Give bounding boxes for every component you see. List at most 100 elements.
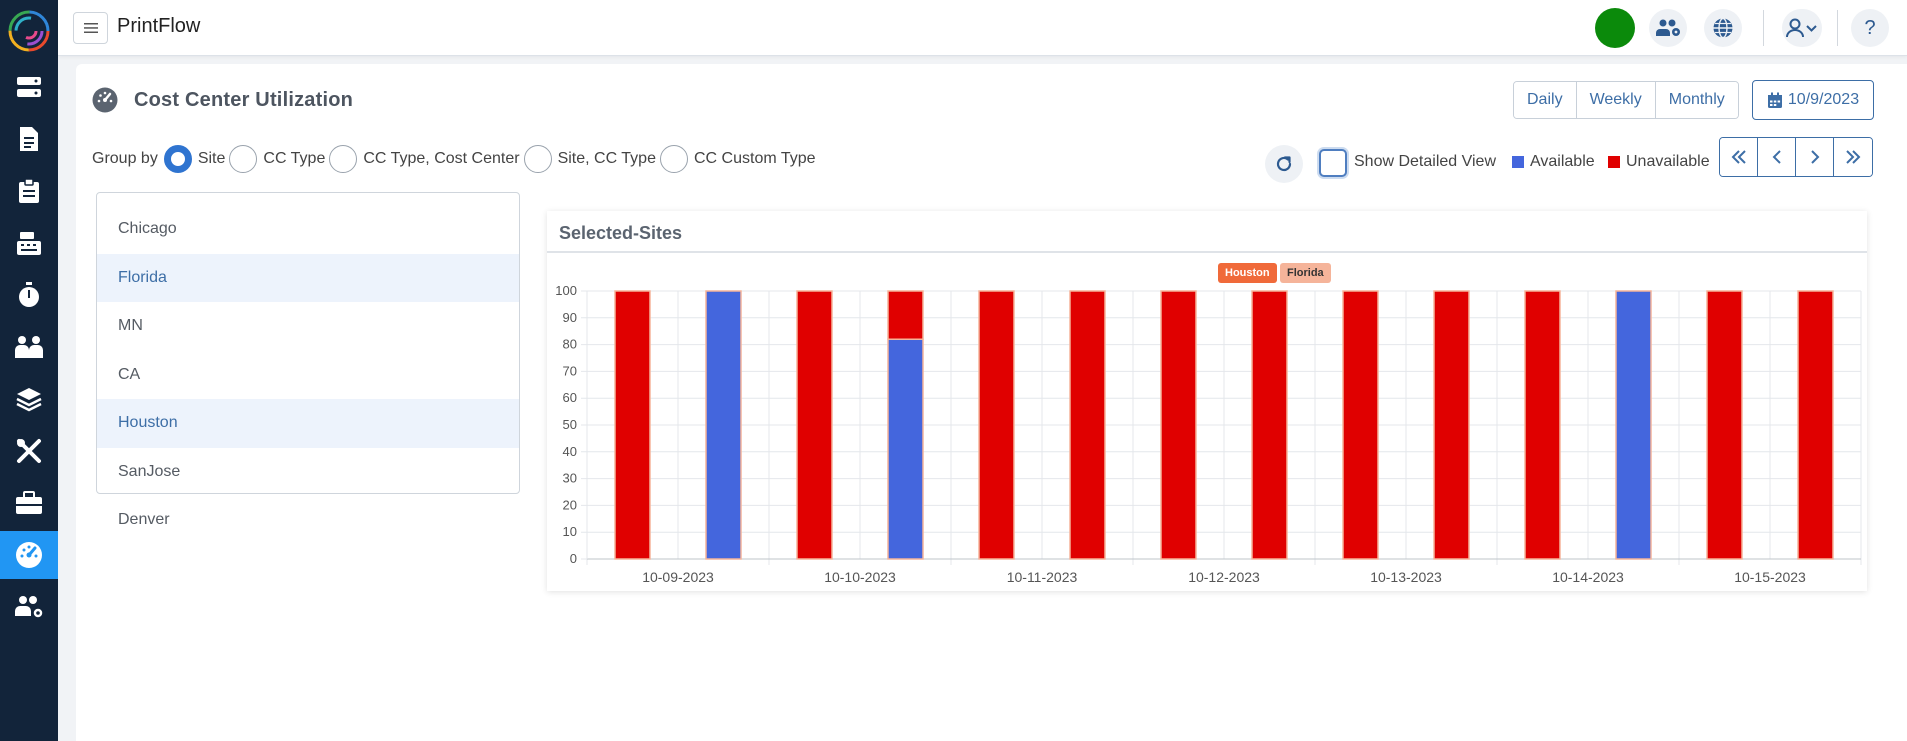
user-groups-button[interactable] xyxy=(1649,9,1687,47)
refresh-icon xyxy=(1276,156,1292,172)
x-tick-label: 10-14-2023 xyxy=(1552,569,1624,585)
double-chevron-left-icon xyxy=(1731,150,1746,164)
site-item-ca[interactable]: CA xyxy=(118,365,141,383)
first-page-button[interactable] xyxy=(1720,138,1758,176)
rail-item-team[interactable] xyxy=(0,323,58,371)
chart-legend-florida[interactable]: Florida xyxy=(1280,263,1331,283)
period-selector: Daily Weekly Monthly xyxy=(1513,81,1739,119)
detailed-view-label: Show Detailed View xyxy=(1354,153,1497,170)
chart-legend-houston[interactable]: Houston xyxy=(1218,263,1277,283)
date-value: 10/9/2023 xyxy=(1787,91,1860,108)
y-tick-label: 80 xyxy=(563,337,577,352)
site-item-florida[interactable]: Florida xyxy=(97,253,519,302)
radio-cc-custom-type-label: CC Custom Type xyxy=(693,150,816,167)
radio-cc-type-label: CC Type xyxy=(263,150,326,167)
site-item-denver[interactable]: Denver xyxy=(118,511,170,529)
bar-unavailable-houston xyxy=(1160,290,1197,560)
chart-panel: Selected-Sites Houston Florida 0 10 20 30 40… xyxy=(547,211,1867,591)
date-navigation xyxy=(1719,137,1873,177)
bar-chart: 0 10 20 30 40 50 60 70 80 90 100 10-09-2023 10-10-20… xyxy=(555,283,1862,585)
y-tick-label: 30 xyxy=(563,471,577,486)
rail-item-register[interactable] xyxy=(0,219,58,267)
refresh-button[interactable] xyxy=(1265,145,1303,183)
rail-item-timer[interactable] xyxy=(0,271,58,319)
y-tick-label: 100 xyxy=(555,283,577,298)
app-logo xyxy=(8,10,50,52)
radio-site-cc-type[interactable]: Site, CC Type xyxy=(523,145,656,173)
period-weekly-button[interactable]: Weekly xyxy=(1576,82,1656,118)
rail-item-tools[interactable] xyxy=(0,427,58,475)
top-bar: PrintFlow ? xyxy=(58,0,1907,56)
users-gear-icon xyxy=(15,596,44,619)
rail-item-toolbox[interactable] xyxy=(0,479,58,527)
x-tick-label: 10-11-2023 xyxy=(1007,569,1078,585)
bar-unavailable-florida xyxy=(1433,290,1470,560)
y-tick-label: 10 xyxy=(563,524,577,539)
chart-header-divider xyxy=(547,251,1867,253)
x-tick-label: 10-09-2023 xyxy=(642,569,714,585)
site-item-sanjose[interactable]: SanJose xyxy=(118,462,181,480)
legend-available-label: Available xyxy=(1530,153,1595,170)
period-monthly-button[interactable]: Monthly xyxy=(1655,82,1738,118)
site-item-houston[interactable]: Houston xyxy=(97,399,519,448)
rail-item-documents[interactable] xyxy=(0,115,58,163)
language-button[interactable] xyxy=(1704,9,1742,47)
main-card: Cost Center Utilization Daily Weekly Mon… xyxy=(76,64,1907,741)
radio-circle xyxy=(523,145,552,173)
globe-icon xyxy=(1713,17,1733,39)
user-menu-button[interactable] xyxy=(1782,9,1822,47)
toolbox-icon xyxy=(16,491,42,514)
y-tick-label: 60 xyxy=(563,390,577,405)
site-item-mn[interactable]: MN xyxy=(118,317,143,335)
question-icon: ? xyxy=(1864,16,1876,39)
radio-cc-type-cost-center[interactable]: CC Type, Cost Center xyxy=(329,145,520,173)
bar-unavailable-florida xyxy=(1797,290,1834,560)
x-tick-label: 10-15-2023 xyxy=(1734,569,1806,585)
period-daily-button[interactable]: Daily xyxy=(1514,82,1577,118)
chart-title: Selected-Sites xyxy=(559,223,683,243)
page-title: Cost Center Utilization xyxy=(134,89,354,111)
bar-available-florida xyxy=(887,338,924,560)
bar-unavailable-houston xyxy=(614,290,651,560)
rail-item-servers[interactable] xyxy=(0,63,58,111)
next-button[interactable] xyxy=(1796,138,1834,176)
x-tick-label: 10-12-2023 xyxy=(1188,569,1260,585)
tools-icon xyxy=(17,439,41,463)
radio-cc-custom-type[interactable]: CC Custom Type xyxy=(659,145,816,173)
y-tick-label: 50 xyxy=(563,417,577,432)
group-by-row: Group by Site CC Type CC Type, Cost Cent… xyxy=(92,144,820,174)
chevron-right-icon xyxy=(1810,150,1819,164)
bar-unavailable-florida xyxy=(1251,290,1288,560)
radio-cc-type-cost-center-label: CC Type, Cost Center xyxy=(363,150,520,167)
y-tick-label: 0 xyxy=(570,551,577,566)
gauge-icon xyxy=(92,87,118,113)
legend-available: Available xyxy=(1512,153,1595,171)
help-button[interactable]: ? xyxy=(1851,9,1889,47)
legend-unavailable-label: Unavailable xyxy=(1626,153,1710,170)
y-tick-label: 90 xyxy=(563,310,577,325)
bar-unavailable-florida xyxy=(1069,290,1106,560)
bar-unavailable-houston xyxy=(978,290,1015,560)
rail-item-clipboard[interactable] xyxy=(0,167,58,215)
rail-item-layers[interactable] xyxy=(0,375,58,423)
menu-button[interactable] xyxy=(73,12,108,44)
bar-unavailable-houston xyxy=(1706,290,1743,560)
calendar-icon xyxy=(1767,92,1782,108)
group-by-label: Group by xyxy=(92,150,158,167)
previous-button[interactable] xyxy=(1758,138,1796,176)
date-picker-button[interactable]: 10/9/2023 xyxy=(1752,80,1874,120)
legend-unavailable: Unavailable xyxy=(1608,153,1710,171)
y-tick-label: 20 xyxy=(563,497,577,512)
x-tick-label: 10-13-2023 xyxy=(1370,569,1442,585)
site-item-chicago[interactable]: Chicago xyxy=(118,220,177,238)
bar-unavailable-houston xyxy=(1342,290,1379,560)
site-list: Chicago Florida MN CA Houston SanJose De… xyxy=(96,192,520,528)
chevron-left-icon xyxy=(1772,150,1781,164)
rail-item-utilization[interactable] xyxy=(0,531,58,579)
radio-cc-type[interactable]: CC Type xyxy=(229,145,325,173)
app-title: PrintFlow xyxy=(117,15,201,37)
last-page-button[interactable] xyxy=(1834,138,1872,176)
rail-item-user-settings[interactable] xyxy=(0,583,58,631)
detailed-view-checkbox[interactable] xyxy=(1319,149,1347,177)
radio-site[interactable]: Site xyxy=(163,145,225,173)
